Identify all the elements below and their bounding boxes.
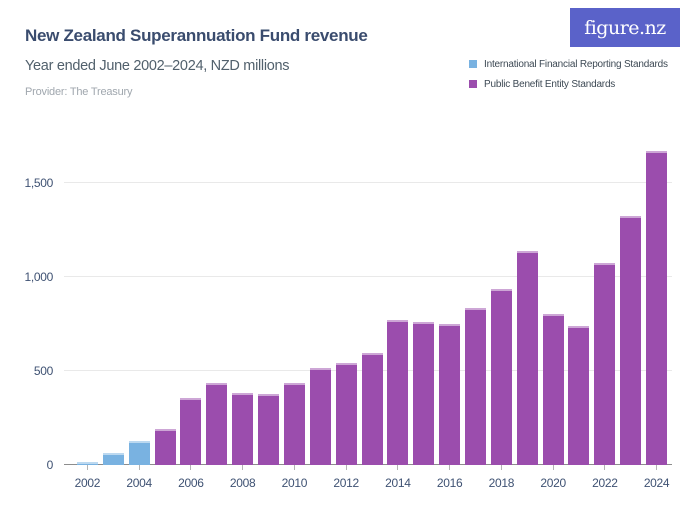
chart-subtitle: Year ended June 2002–2024, NZD millions: [25, 58, 290, 74]
legend-swatch-ifrs-icon: [469, 60, 477, 68]
bar-2013[interactable]: [361, 353, 383, 465]
bar-2003[interactable]: [102, 452, 124, 465]
x-axis-label-2018: 2018: [488, 476, 515, 490]
legend-label-ifrs: International Financial Reporting Standa…: [484, 58, 668, 70]
bar-2011[interactable]: [309, 368, 331, 465]
x-tick-2012: [345, 465, 347, 470]
x-tick-2002: [86, 465, 88, 470]
x-axis-label-2012: 2012: [333, 476, 359, 490]
bar-2021[interactable]: [568, 325, 590, 465]
x-tick-2010: [293, 465, 295, 470]
x-axis-label-2014: 2014: [385, 476, 411, 490]
x-tick-2024: [656, 465, 658, 470]
x-tick-2006: [190, 465, 192, 470]
x-axis-label-2022: 2022: [592, 476, 618, 490]
bar-2019[interactable]: [516, 250, 538, 465]
x-axis-label-2010: 2010: [281, 476, 308, 490]
provider-attribution: Provider: The Treasury: [25, 86, 133, 98]
bar-2005[interactable]: [154, 429, 176, 465]
bar-2023[interactable]: [620, 215, 642, 465]
bar-2012[interactable]: [335, 363, 357, 465]
legend-swatch-pbe-icon: [469, 80, 477, 88]
x-tick-2018: [500, 465, 502, 470]
gridline-1500: [64, 182, 672, 183]
bar-2006[interactable]: [180, 398, 202, 465]
legend-label-pbe: Public Benefit Entity Standards: [484, 78, 616, 90]
x-axis-label-2004: 2004: [126, 476, 152, 490]
y-axis-label-500: 500: [33, 363, 53, 378]
x-tick-2014: [397, 465, 399, 470]
page-title: New Zealand Superannuation Fund revenue: [25, 26, 368, 45]
x-axis-label-2020: 2020: [540, 476, 566, 490]
bar-2002[interactable]: [76, 462, 98, 465]
bar-2017[interactable]: [464, 308, 486, 465]
x-tick-2016: [449, 465, 451, 470]
figure-nz-logo[interactable]: figure.nz: [570, 8, 680, 47]
x-axis-label-2002: 2002: [74, 476, 101, 490]
legend: International Financial Reporting Standa…: [469, 54, 668, 94]
bar-2010[interactable]: [283, 383, 305, 465]
bar-2018[interactable]: [490, 289, 512, 465]
x-axis-label-2006: 2006: [178, 476, 204, 490]
bar-2024[interactable]: [646, 151, 668, 465]
bar-chart-plot-area: 0 500 1,000 1,500 2002 2004 2006 2008 2010 2012 20…: [0, 115, 700, 490]
x-tick-2004: [138, 465, 140, 470]
x-axis-label-2008: 2008: [229, 476, 256, 490]
x-axis-label-2024: 2024: [643, 476, 670, 490]
gridline-1000: [64, 276, 672, 277]
figure-nz-logo-text: figure.nz: [584, 16, 666, 39]
bar-2014[interactable]: [387, 320, 409, 465]
bar-2020[interactable]: [542, 313, 564, 465]
bar-2008[interactable]: [232, 392, 254, 465]
bar-2007[interactable]: [206, 383, 228, 465]
x-axis-label-2016: 2016: [436, 476, 463, 490]
bar-2022[interactable]: [594, 262, 616, 465]
y-axis-label-1000: 1,000: [24, 269, 53, 284]
bar-2009[interactable]: [258, 393, 280, 465]
bar-2004[interactable]: [128, 440, 150, 465]
bar-2015[interactable]: [413, 322, 435, 465]
y-axis-label-1500: 1,500: [24, 175, 53, 190]
y-axis-label-0: 0: [46, 457, 54, 472]
x-tick-2008: [242, 465, 244, 470]
legend-item-ifrs: International Financial Reporting Standa…: [469, 54, 668, 74]
x-tick-2020: [552, 465, 554, 470]
bar-2016[interactable]: [439, 324, 461, 465]
x-tick-2022: [604, 465, 606, 470]
legend-item-pbe: Public Benefit Entity Standards: [469, 74, 668, 94]
